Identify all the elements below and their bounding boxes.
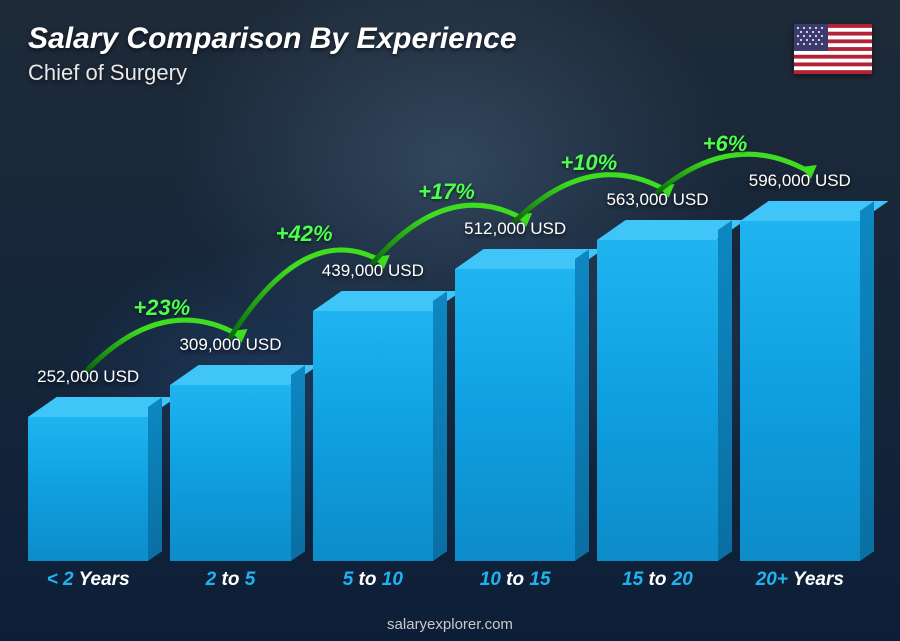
- bar-value-label: 512,000 USD: [431, 219, 599, 239]
- bar: [313, 311, 433, 561]
- salary-bar-chart: 252,000 USD< 2 Years309,000 USD2 to 5439…: [28, 69, 860, 589]
- bar-front-face: [170, 385, 290, 561]
- bar-side-face: [433, 291, 447, 561]
- bar-front-face: [313, 311, 433, 561]
- bar-front-face: [740, 221, 860, 561]
- bar-side-face: [860, 201, 874, 561]
- increase-label: +17%: [418, 179, 475, 205]
- bar-side-face: [718, 220, 732, 561]
- bar: [170, 385, 290, 561]
- increase-label: +6%: [703, 131, 748, 157]
- bar-side-face: [291, 365, 305, 561]
- bar-column: 439,000 USD5 to 10: [313, 311, 433, 561]
- footer-attribution: salaryexplorer.com: [0, 616, 900, 633]
- bar-front-face: [597, 240, 717, 561]
- us-flag-icon: [794, 24, 872, 74]
- bar-category-label: 20+ Years: [710, 569, 890, 591]
- bar-column: 309,000 USD2 to 5: [170, 385, 290, 561]
- increase-label: +10%: [560, 150, 617, 176]
- bar-column: 252,000 USD< 2 Years: [28, 417, 148, 561]
- bar-value-label: 596,000 USD: [716, 171, 884, 191]
- page-title: Salary Comparison By Experience: [28, 22, 517, 56]
- bar: [740, 221, 860, 561]
- bar: [455, 269, 575, 561]
- bar: [28, 417, 148, 561]
- bar-side-face: [148, 397, 162, 561]
- bar-front-face: [28, 417, 148, 561]
- bar-value-label: 563,000 USD: [573, 190, 741, 210]
- bar-side-face: [575, 249, 589, 561]
- bar-column: 512,000 USD10 to 15: [455, 269, 575, 561]
- bar-front-face: [455, 269, 575, 561]
- bar: [597, 240, 717, 561]
- bar-column: 596,000 USD20+ Years: [740, 221, 860, 561]
- bar-value-label: 309,000 USD: [146, 335, 314, 355]
- increase-label: +42%: [276, 221, 333, 247]
- bar-column: 563,000 USD15 to 20: [597, 240, 717, 561]
- increase-label: +23%: [133, 295, 190, 321]
- bar-value-label: 439,000 USD: [289, 261, 457, 281]
- bar-value-label: 252,000 USD: [4, 367, 172, 387]
